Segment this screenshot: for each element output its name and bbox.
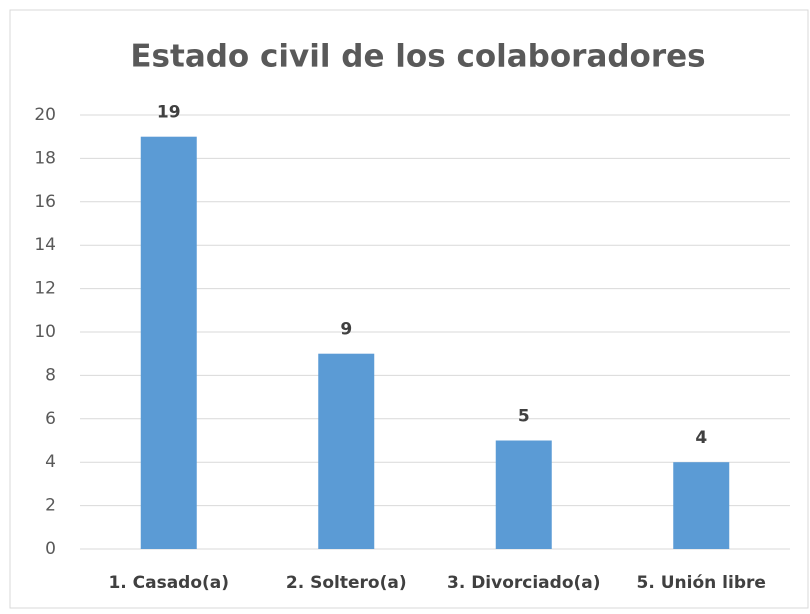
y-tick-label: 0 xyxy=(45,539,56,559)
bar xyxy=(140,136,197,549)
y-tick-label: 16 xyxy=(34,192,56,212)
data-label: 19 xyxy=(157,103,181,123)
y-tick-label: 2 xyxy=(45,496,56,516)
bar xyxy=(318,353,375,549)
x-tick-label: 3. Divorciado(a) xyxy=(447,573,601,593)
y-tick-label: 12 xyxy=(34,279,56,299)
y-tick-label: 20 xyxy=(34,105,56,125)
data-label: 9 xyxy=(340,320,352,340)
x-tick-label: 1. Casado(a) xyxy=(108,573,229,593)
x-tick-label: 2. Soltero(a) xyxy=(286,573,407,593)
y-tick-label: 6 xyxy=(45,409,56,429)
data-label: 5 xyxy=(518,407,530,427)
bar xyxy=(495,440,552,549)
y-tick-label: 8 xyxy=(45,365,56,385)
y-tick-label: 10 xyxy=(34,322,56,342)
data-label: 4 xyxy=(695,428,707,448)
y-tick-label: 18 xyxy=(34,148,56,168)
y-tick-label: 4 xyxy=(45,452,56,472)
x-tick-label: 5. Unión libre xyxy=(637,573,766,593)
bar xyxy=(673,462,730,549)
chart-title: Estado civil de los colaboradores xyxy=(130,39,705,75)
y-tick-label: 14 xyxy=(34,235,56,255)
